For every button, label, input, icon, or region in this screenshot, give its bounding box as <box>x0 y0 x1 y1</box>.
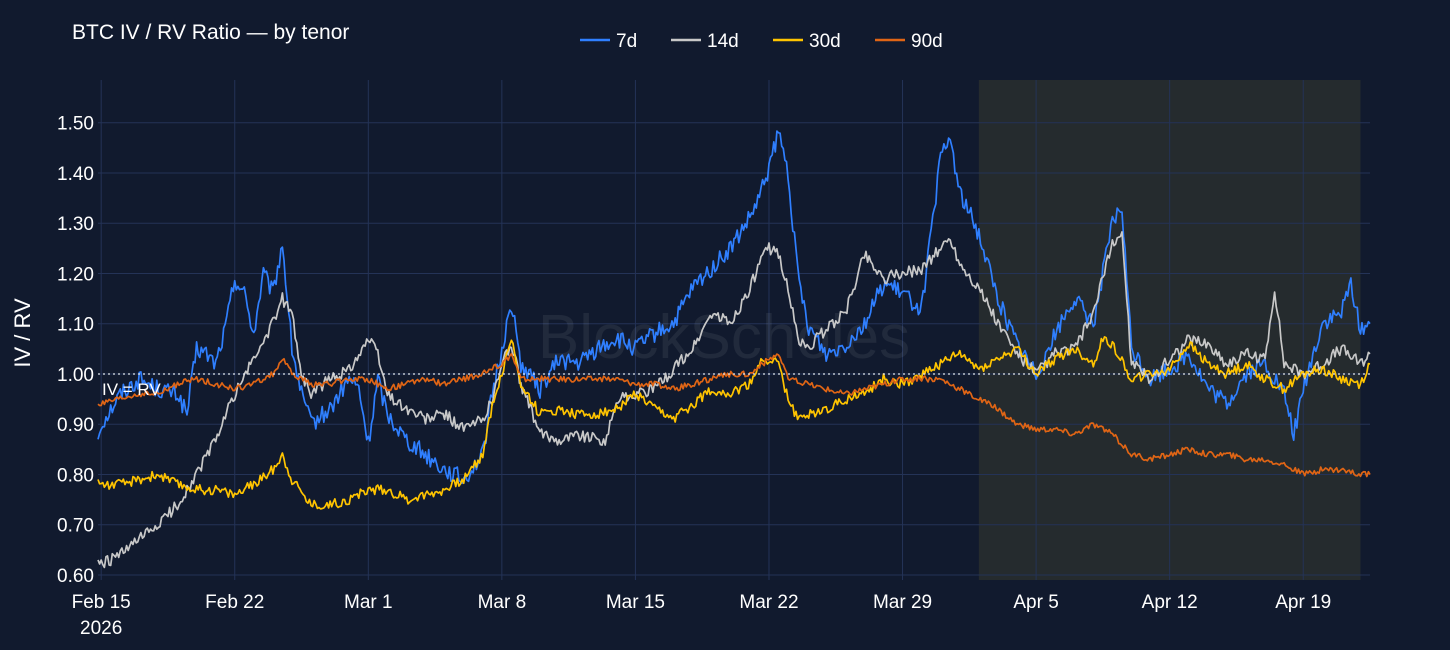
legend-label-30d: 30d <box>809 31 841 52</box>
reference-line: IV = RV <box>98 373 1370 399</box>
x-axis: Feb 15 2026 Feb 22 Mar 1 Mar 8 Mar 15 Mar 22 Ma… <box>72 592 1332 639</box>
x-tick-label: Feb 15 <box>72 592 131 613</box>
x-tick-label: Feb 22 <box>205 592 264 613</box>
x-tick-label: Mar 8 <box>478 592 527 613</box>
plot-area <box>98 80 1370 580</box>
y-tick-label: 1.50 <box>57 114 94 135</box>
series-line-30d <box>97 336 1371 510</box>
legend-item-7d[interactable]: 7d <box>580 31 637 52</box>
y-axis: 0.60 0.70 0.80 0.90 1.00 1.10 1.20 1.30 1.40 1.50 <box>57 114 94 587</box>
x-tick-label: Mar 15 <box>606 592 665 613</box>
reference-line-label: IV = RV <box>102 380 161 399</box>
legend-item-30d[interactable]: 30d <box>773 31 841 52</box>
y-tick-label: 0.80 <box>57 465 94 486</box>
y-tick-label: 0.90 <box>57 415 94 436</box>
x-tick-label: Mar 29 <box>873 592 932 613</box>
y-tick-label: 1.40 <box>57 164 94 185</box>
legend-item-90d[interactable]: 90d <box>875 31 943 52</box>
legend[interactable]: 7d 14d 30d 90d <box>580 31 943 52</box>
y-tick-label: 1.10 <box>57 315 94 336</box>
y-tick-label: 1.20 <box>57 264 94 285</box>
x-tick-label: Mar 1 <box>344 592 393 613</box>
y-tick-label: 0.60 <box>57 566 94 587</box>
y-tick-label: 1.30 <box>57 214 94 235</box>
legend-item-14d[interactable]: 14d <box>671 31 739 52</box>
x-tick-label: Apr 5 <box>1013 592 1058 613</box>
series-line-90d <box>97 352 1371 478</box>
legend-label-14d: 14d <box>707 31 739 52</box>
y-tick-label: 1.00 <box>57 365 94 386</box>
series-layer <box>97 130 1371 569</box>
y-tick-label: 0.70 <box>57 516 94 537</box>
legend-label-90d: 90d <box>911 31 943 52</box>
x-tick-sublabel: 2026 <box>80 618 122 639</box>
legend-label-7d: 7d <box>616 31 637 52</box>
y-axis-label: IV / RV <box>10 298 35 368</box>
x-tick-label: Apr 19 <box>1275 592 1331 613</box>
x-tick-label: Apr 12 <box>1142 592 1198 613</box>
chart-title: BTC IV / RV Ratio — by tenor <box>72 21 349 44</box>
x-tick-label: Mar 22 <box>739 592 798 613</box>
